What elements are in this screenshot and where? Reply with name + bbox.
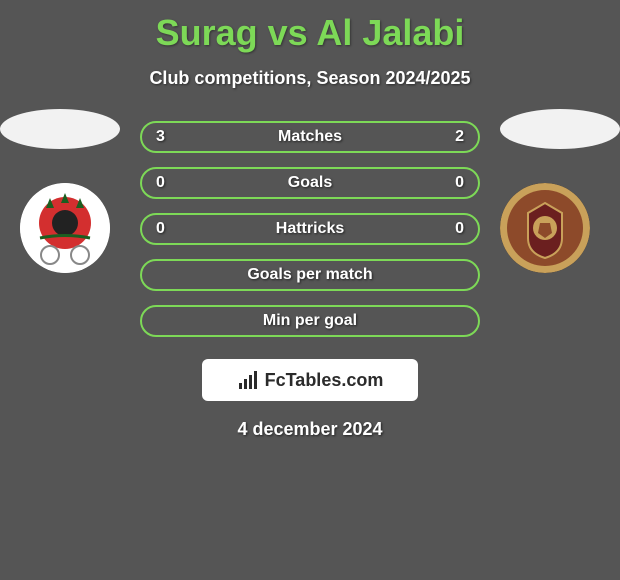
team-logo-left <box>20 183 110 273</box>
stat-row-goals-per-match: Goals per match <box>140 259 480 291</box>
player-oval-right <box>500 109 620 149</box>
stat-row-hattricks: 0 Hattricks 0 <box>140 213 480 245</box>
stat-label: Hattricks <box>276 220 344 238</box>
shield-icon <box>500 183 590 273</box>
stat-right-value: 0 <box>434 220 464 238</box>
stat-row-min-per-goal: Min per goal <box>140 305 480 337</box>
player-oval-left <box>0 109 120 149</box>
fctables-badge: FcTables.com <box>202 359 418 401</box>
team-badge-right <box>500 183 600 273</box>
stat-right-value: 0 <box>434 174 464 192</box>
chart-icon <box>237 369 259 391</box>
stat-left-value: 0 <box>156 174 186 192</box>
team-logo-right <box>500 183 590 273</box>
subtitle: Club competitions, Season 2024/2025 <box>0 68 620 89</box>
stat-left-value: 0 <box>156 220 186 238</box>
stat-label: Matches <box>278 128 342 146</box>
stat-label: Goals <box>288 174 332 192</box>
stat-left-value: 3 <box>156 128 186 146</box>
team-badge-left <box>20 183 120 273</box>
content-area: 3 Matches 2 0 Goals 0 0 Hattricks 0 Goal… <box>0 121 620 440</box>
comparison-title: Surag vs Al Jalabi <box>0 0 620 54</box>
stat-label: Goals per match <box>247 266 372 284</box>
stat-label: Min per goal <box>263 312 357 330</box>
date-text: 4 december 2024 <box>0 419 620 440</box>
fctables-label: FcTables.com <box>265 370 384 391</box>
shield-icon <box>20 183 110 273</box>
stats-container: 3 Matches 2 0 Goals 0 0 Hattricks 0 Goal… <box>140 121 480 337</box>
stat-right-value: 2 <box>434 128 464 146</box>
stat-row-goals: 0 Goals 0 <box>140 167 480 199</box>
stat-row-matches: 3 Matches 2 <box>140 121 480 153</box>
